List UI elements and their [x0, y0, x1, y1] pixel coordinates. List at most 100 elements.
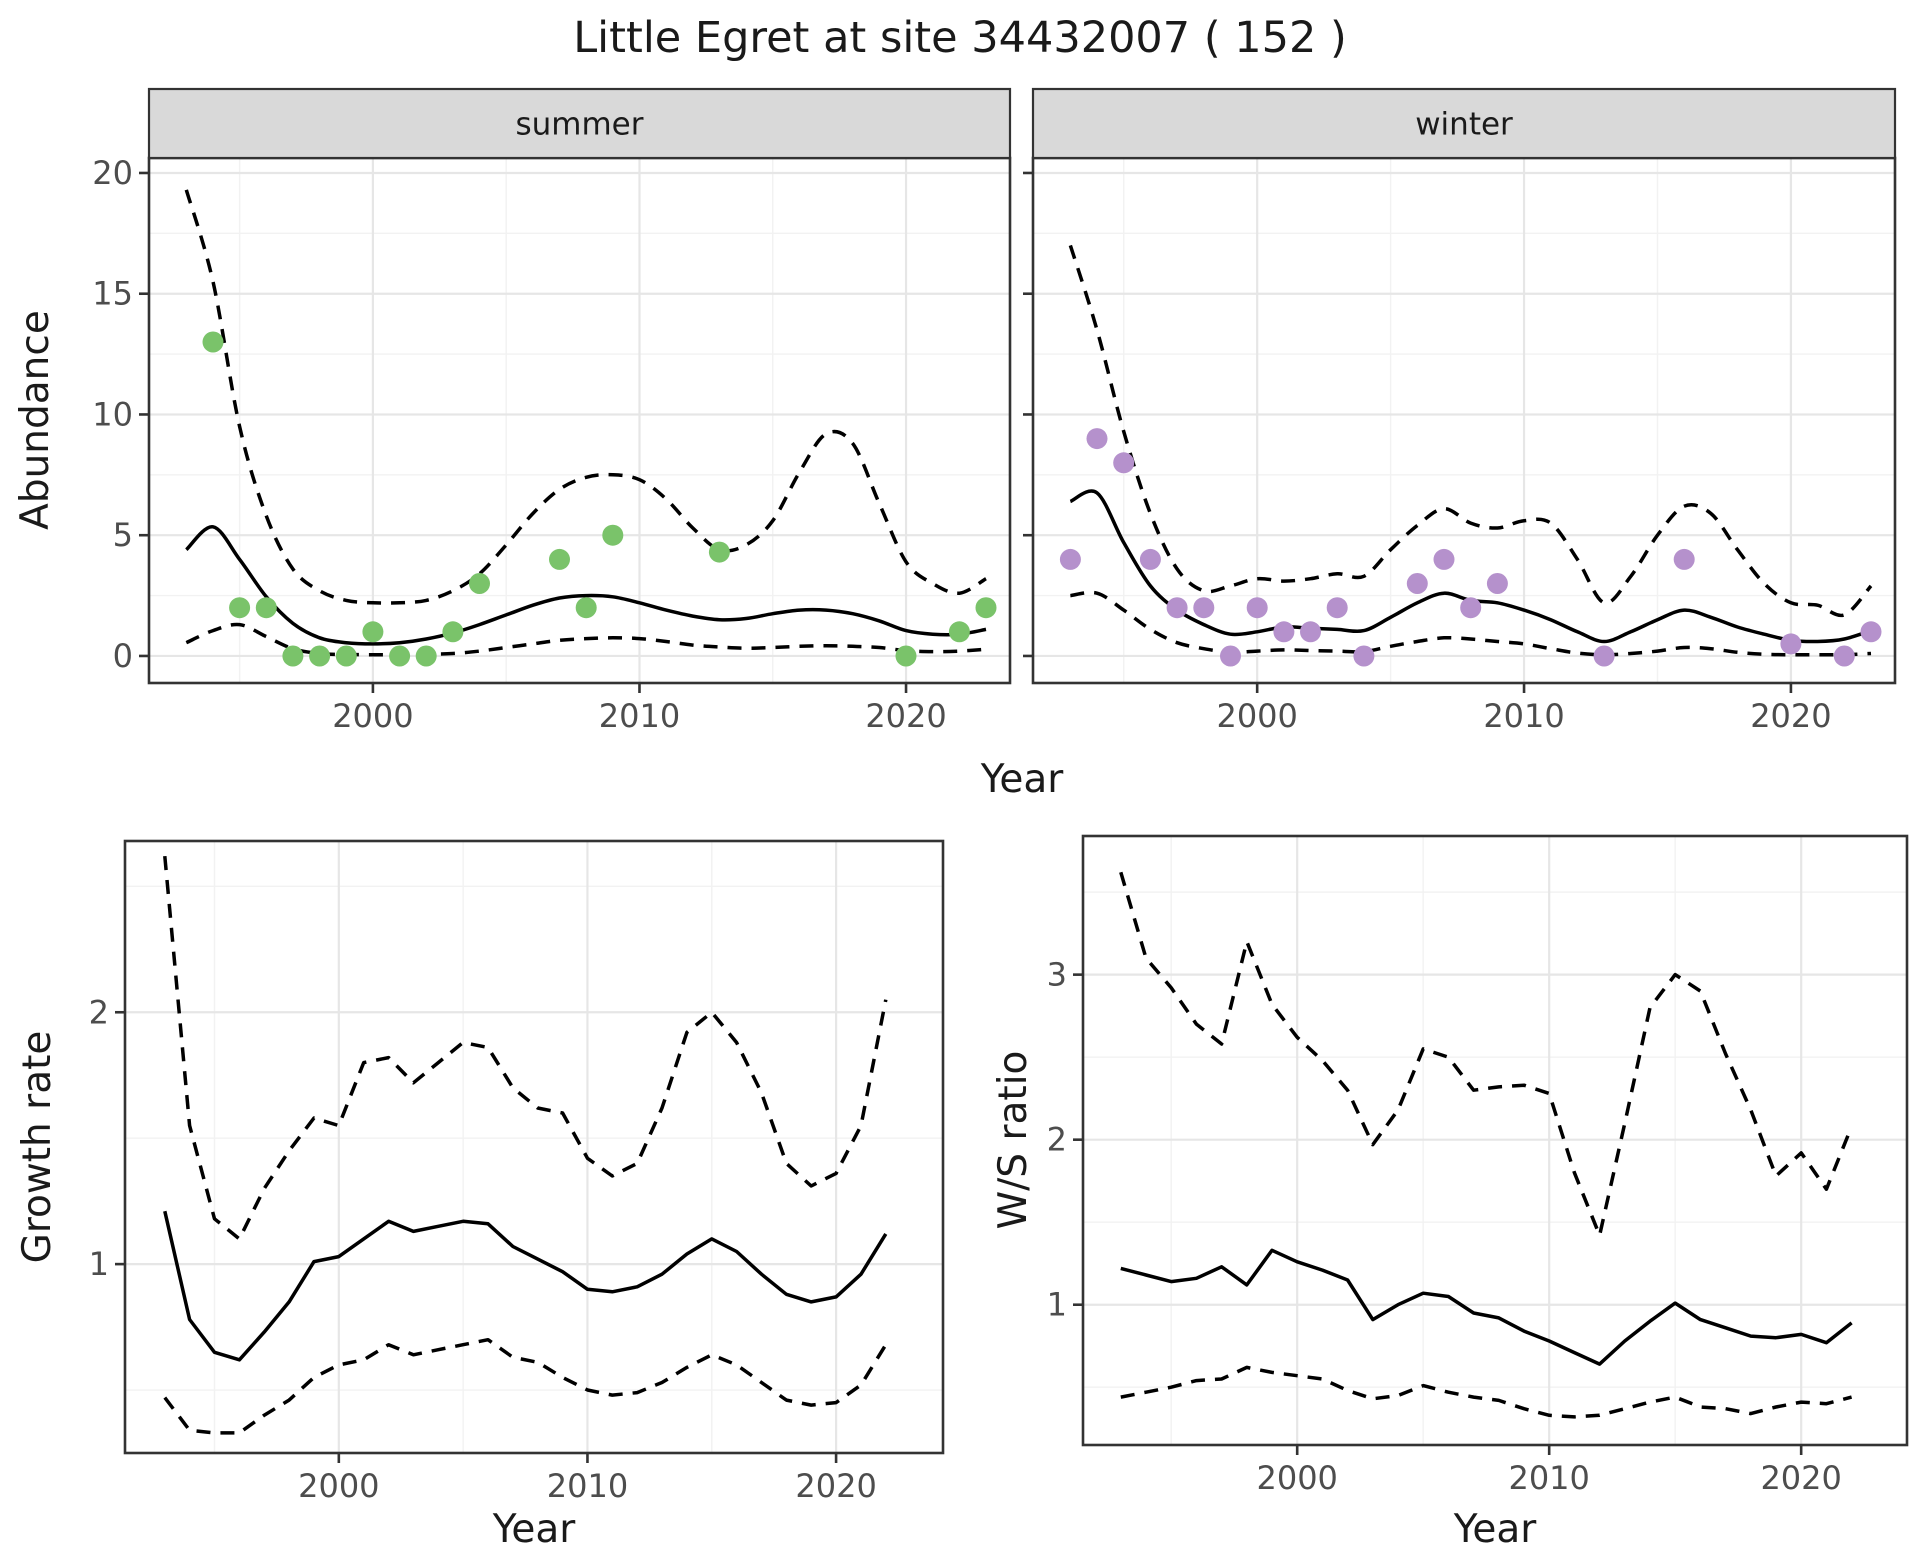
x-axis-title-year-top: Year	[980, 757, 1065, 802]
y-tick-label: 20	[92, 154, 133, 192]
data-point	[202, 331, 224, 353]
series-lower-ci-line	[163, 1337, 888, 1435]
data-point	[1086, 428, 1108, 450]
y-axis: 12	[89, 993, 125, 1283]
x-tick-label: 2020	[1760, 1459, 1841, 1497]
data-point	[309, 645, 331, 667]
x-axis: 2000 2010 2020	[332, 683, 947, 735]
grid-minor	[1033, 158, 1895, 683]
y-tick-label: 2	[1047, 1121, 1067, 1159]
data-point	[1486, 573, 1508, 594]
data-point	[1833, 645, 1855, 667]
x-axis: 2000 2010 2020	[1256, 1445, 1842, 1497]
x-axis: 2000 2010 2020	[298, 1453, 877, 1505]
y-tick-label: 1	[89, 1245, 109, 1283]
data-point	[442, 621, 464, 643]
data-point	[1326, 597, 1348, 619]
x-axis-title-year-right: Year	[1453, 1507, 1538, 1552]
data-point	[975, 597, 997, 619]
data-point	[1406, 573, 1428, 594]
series-upper-ci-line	[1068, 244, 1873, 618]
y-tick-label: 15	[92, 275, 133, 313]
grid-major	[1083, 836, 1907, 1445]
series-upper-ci-line	[184, 189, 987, 605]
data-point	[1300, 621, 1321, 643]
y-axis: 1 2 3	[1047, 956, 1083, 1324]
data-point	[1673, 548, 1695, 570]
x-tick-label: 2020	[865, 697, 946, 735]
y-tick-label: 2	[89, 993, 109, 1031]
x-axis-title-year-left: Year	[492, 1507, 577, 1552]
data-point	[575, 597, 597, 619]
data-point	[469, 573, 490, 594]
x-tick-label: 2000	[1216, 697, 1297, 735]
data-point	[415, 645, 437, 667]
data-point	[1166, 597, 1188, 619]
panel-ws-ratio: 2000 2010 2020 1 2 3	[1047, 834, 1909, 1497]
facet-strip-background	[147, 87, 1012, 160]
panel-border	[123, 839, 945, 1455]
data-point	[282, 645, 304, 667]
data-point	[255, 597, 277, 619]
grid-major	[125, 841, 943, 1453]
x-axis: 2000 2010 2020	[1216, 683, 1832, 735]
facet-strip: summer	[147, 87, 1012, 160]
y-axis-title-ws-ratio: W/S ratio	[991, 1051, 1036, 1230]
series-fit-line	[185, 525, 987, 646]
grid-major	[1033, 158, 1895, 683]
series-fit-line	[1120, 1248, 1853, 1366]
x-tick-label: 2010	[1508, 1459, 1589, 1497]
data-point	[1593, 645, 1615, 667]
data-point	[1220, 645, 1241, 667]
y-tick-label: 10	[92, 395, 133, 433]
scatter-points	[1059, 428, 1882, 667]
data-point	[229, 597, 251, 619]
x-tick-label: 2020	[1750, 697, 1831, 735]
data-point	[335, 645, 357, 667]
data-point	[948, 621, 970, 643]
y-tick-label: 1	[1047, 1286, 1067, 1324]
panel-abundance-winter: 2000 2010 2020 winter	[1023, 87, 1897, 735]
data-point	[1353, 645, 1375, 667]
y-tick-label: 3	[1047, 956, 1067, 994]
data-point	[1139, 548, 1161, 570]
panel-abundance-summer: 2000 2010 2020 0 5 10 15 20 summer	[92, 87, 1012, 735]
y-axis	[1023, 171, 1033, 658]
facet-strip-label: summer	[515, 107, 643, 143]
data-point	[1460, 597, 1482, 619]
x-tick-label: 2010	[1483, 697, 1564, 735]
data-point	[549, 548, 570, 570]
data-point	[362, 621, 384, 643]
y-tick-label: 5	[113, 516, 133, 554]
data-point	[389, 645, 411, 667]
x-tick-label: 2010	[599, 697, 680, 735]
x-tick-label: 2000	[332, 697, 413, 735]
data-point	[602, 524, 624, 546]
figure-title: Little Egret at site 34432007 ( 152 )	[573, 13, 1347, 63]
series-fit-line	[163, 1210, 888, 1362]
panel-background	[125, 841, 943, 1453]
y-tick-label: 0	[113, 637, 133, 675]
x-tick-label: 2020	[795, 1467, 876, 1505]
series-lower-ci-line	[185, 622, 987, 657]
data-point	[1433, 548, 1455, 570]
data-point	[1246, 597, 1268, 619]
data-point	[1780, 633, 1802, 655]
grid-minor	[125, 841, 943, 1453]
y-axis: 0 5 10 15 20	[92, 154, 149, 675]
y-axis-title-abundance: Abundance	[13, 310, 58, 530]
data-point	[1113, 452, 1135, 474]
series-lower-ci-line	[1120, 1365, 1853, 1419]
data-point	[708, 541, 730, 563]
facet-strip: winter	[1031, 87, 1897, 160]
data-point	[1059, 548, 1081, 570]
data-point	[1193, 597, 1215, 619]
x-tick-label: 2010	[547, 1467, 628, 1505]
series-upper-ci-line	[1119, 871, 1854, 1238]
scatter-points	[202, 331, 997, 667]
data-point	[1273, 621, 1295, 643]
series-upper-ci-line	[163, 855, 888, 1241]
